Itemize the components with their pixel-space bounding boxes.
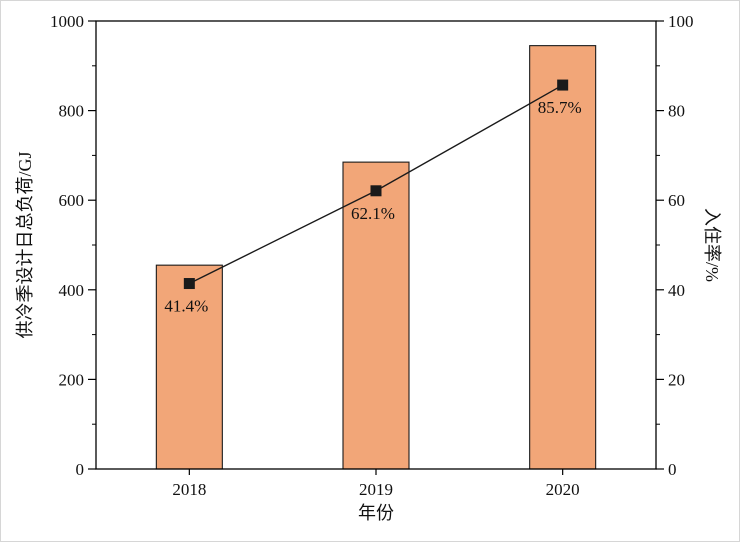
x-tick-label-2018: 2018 [172,480,206,499]
left-axis-title: 供冷季设计日总负荷/GJ [15,151,35,338]
right-tick-label: 80 [668,102,685,121]
point-label-2020: 85.7% [538,98,582,117]
left-tick-label: 0 [76,460,85,479]
left-tick-label: 600 [59,191,85,210]
right-tick-label: 60 [668,191,685,210]
x-axis-title: 年份 [358,503,394,523]
right-tick-label: 0 [668,460,677,479]
right-tick-label: 20 [668,370,685,389]
left-tick-label: 400 [59,281,85,300]
bar-2019 [342,161,410,470]
point-label-2018: 41.4% [164,297,208,316]
marker-2020 [557,79,569,91]
right-axis-title: 入住率/% [702,208,722,282]
left-tick-label: 200 [59,370,85,389]
bar-2020 [529,45,597,470]
bar-2018 [155,264,223,470]
right-tick-label: 40 [668,281,685,300]
left-tick-label: 1000 [50,12,84,31]
point-label-2019: 62.1% [351,204,395,223]
x-tick-label-2019: 2019 [359,480,393,499]
marker-2018 [183,278,195,290]
plot-layer: 0 200 400 600 800 1000 0 20 40 60 80 100 2018 2019 202… [50,12,694,499]
right-tick-label: 100 [668,12,694,31]
x-tick-label-2020: 2020 [546,480,580,499]
marker-2019 [370,185,382,197]
left-tick-label: 800 [59,102,85,121]
